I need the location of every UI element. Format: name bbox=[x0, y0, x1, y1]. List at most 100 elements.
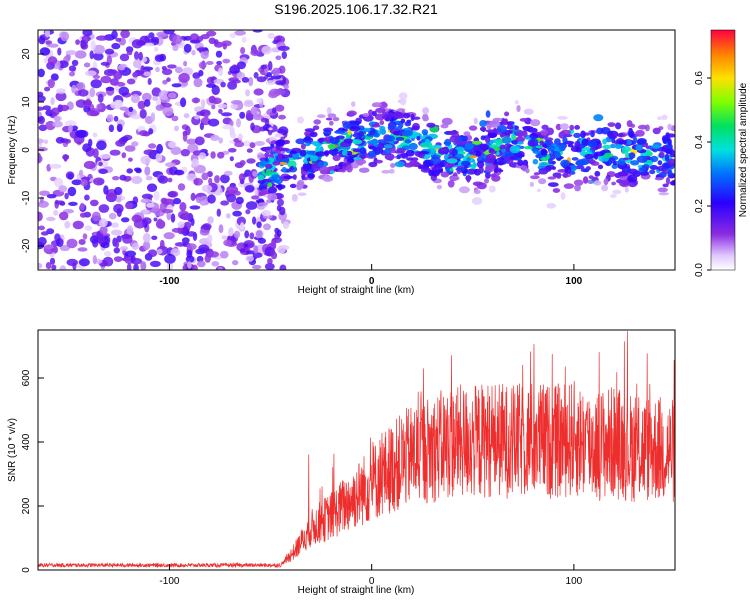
spectrogram-cell bbox=[38, 142, 43, 148]
spectrogram-cell bbox=[131, 39, 143, 49]
spectrogram-cell bbox=[449, 175, 460, 181]
spectrogram-cell bbox=[574, 140, 581, 149]
spectrogram-cell bbox=[267, 32, 275, 39]
spectrogram-cell bbox=[289, 183, 297, 189]
spectrogram-cell bbox=[602, 144, 612, 150]
spectrogram-cell bbox=[507, 123, 513, 128]
spectrogram-cell bbox=[278, 126, 289, 136]
spectrogram-cell bbox=[71, 84, 77, 94]
spectrogram-cell bbox=[50, 107, 60, 116]
spectrogram-cell bbox=[182, 132, 188, 142]
spectrogram-cell bbox=[86, 110, 99, 117]
spectrogram-cell bbox=[154, 46, 159, 52]
spectrogram-cell bbox=[310, 155, 318, 162]
spectrogram-cell bbox=[658, 171, 667, 178]
spectrogram-cell bbox=[557, 116, 568, 120]
spectrogram-cell bbox=[563, 183, 575, 189]
spectrogram-cell bbox=[304, 142, 311, 147]
spectrogram-cell bbox=[234, 230, 241, 239]
spectrogram-cell bbox=[179, 202, 187, 212]
spectrogram-cell bbox=[257, 237, 266, 244]
spectrogram-cell bbox=[438, 147, 448, 155]
spectrogram-cell bbox=[159, 239, 165, 250]
spectrogram-cell bbox=[476, 182, 487, 190]
spectrogram-cell bbox=[630, 160, 640, 166]
spectrogram-cell bbox=[226, 193, 237, 203]
spectrogram-cell bbox=[76, 82, 84, 90]
spectrogram-cell bbox=[194, 136, 205, 146]
spectrogram-cell bbox=[664, 153, 670, 162]
spectrogram-cell bbox=[185, 125, 191, 136]
spectrogram-cell bbox=[540, 157, 549, 162]
spectrogram-cell bbox=[495, 151, 500, 156]
spectrogram-cell bbox=[547, 145, 556, 151]
spectrogram-cell bbox=[522, 126, 534, 130]
spectrogram-cells bbox=[38, 30, 675, 270]
spectrogram-cell bbox=[82, 30, 93, 37]
spectrogram-cell bbox=[252, 264, 262, 270]
spectrogram-cell bbox=[529, 132, 539, 139]
spectrogram-cell bbox=[551, 166, 556, 171]
spectrogram-cell bbox=[658, 151, 665, 159]
spectrogram-cell bbox=[118, 86, 130, 96]
spectrogram-cell bbox=[254, 187, 259, 198]
spectrogram-cell bbox=[393, 130, 400, 136]
spectrogram-cell bbox=[171, 115, 179, 122]
spectrogram-cell bbox=[411, 125, 420, 131]
spectrogram-cell bbox=[198, 244, 210, 253]
spectrogram-cell bbox=[110, 222, 119, 228]
spectrogram-cell bbox=[426, 122, 436, 128]
spectrogram-cell bbox=[480, 135, 486, 141]
spectrogram-cell bbox=[187, 143, 199, 153]
spectrogram-cell bbox=[236, 118, 241, 128]
snr-y-label: SNR (10 * v/v) bbox=[7, 418, 18, 482]
spectrogram-cell bbox=[484, 178, 489, 184]
spectrogram-cell bbox=[45, 40, 53, 45]
spectrogram-cell bbox=[379, 120, 385, 126]
spectrogram-cell bbox=[183, 113, 190, 119]
spectrogram-cell bbox=[462, 135, 468, 142]
spectrogram-cell bbox=[43, 244, 54, 249]
spectrogram-cell bbox=[478, 166, 484, 174]
spectrogram-cell bbox=[358, 167, 370, 173]
spectrogram-cell bbox=[133, 263, 139, 270]
spectrogram-x-ticks: -100 0 100 bbox=[159, 264, 583, 287]
spectrogram-cell bbox=[98, 168, 108, 174]
spectrogram-cell bbox=[430, 170, 440, 177]
spectrogram-cell bbox=[547, 176, 557, 180]
spectrogram-cell bbox=[260, 64, 267, 70]
spectrogram-cell bbox=[201, 99, 206, 109]
spectrogram-cell bbox=[626, 120, 633, 128]
spectrogram-cell bbox=[139, 130, 149, 137]
spectrogram-cell bbox=[560, 192, 566, 200]
spectrogram-cell bbox=[99, 154, 112, 159]
spectrogram-cell bbox=[72, 220, 84, 230]
spectrogram-cell bbox=[300, 143, 306, 150]
spectrogram-cell bbox=[130, 257, 143, 265]
spectrogram-cell bbox=[316, 145, 322, 152]
spectrogram-cell bbox=[257, 174, 264, 181]
spectrogram-cell bbox=[611, 164, 618, 169]
spectrogram-cell bbox=[329, 120, 334, 126]
x-tick-label: 100 bbox=[566, 276, 583, 287]
spectrogram-cell bbox=[166, 77, 171, 82]
spectrogram-cell bbox=[666, 144, 673, 149]
spectrogram-cell bbox=[172, 44, 179, 52]
spectrogram-cell bbox=[142, 233, 151, 243]
spectrogram-cell bbox=[264, 152, 270, 158]
spectrogram-cell bbox=[149, 260, 161, 268]
spectrogram-cell bbox=[508, 156, 515, 160]
spectrogram-cell bbox=[328, 143, 336, 150]
spectrogram-cell bbox=[395, 136, 405, 141]
spectrogram-cell bbox=[374, 159, 383, 164]
spectrogram-cell bbox=[393, 111, 401, 118]
spectrogram-cell bbox=[334, 130, 345, 134]
spectrogram-cell bbox=[421, 129, 429, 135]
spectrogram-cell bbox=[64, 221, 71, 229]
spectrogram-cell bbox=[291, 194, 298, 202]
spectrogram-cell bbox=[402, 112, 411, 119]
spectrogram-cell bbox=[618, 157, 626, 166]
spectrogram-cell bbox=[277, 198, 284, 207]
spectrogram-cell bbox=[141, 66, 154, 71]
spectrogram-cell bbox=[355, 159, 367, 165]
